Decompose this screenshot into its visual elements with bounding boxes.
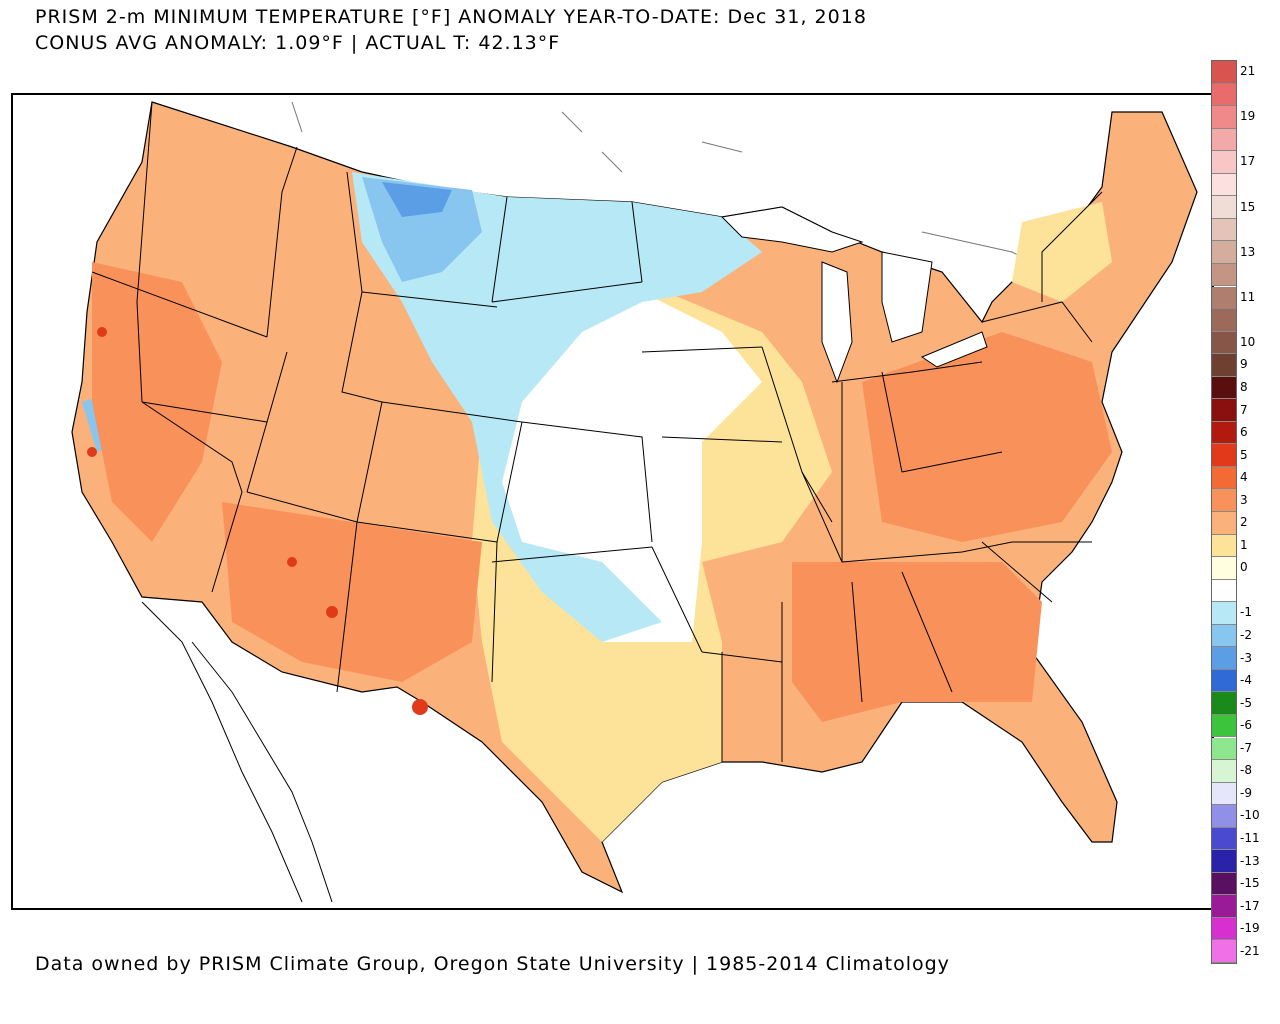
legend-swatch [1212, 106, 1236, 129]
legend-tick-label: -4 [1240, 673, 1252, 688]
legend-tick-label: -17 [1240, 898, 1260, 913]
legend-tick-label: -11 [1240, 830, 1260, 845]
hot-spot-utah [287, 557, 297, 567]
legend-tick-label: -7 [1240, 740, 1252, 755]
legend-swatch [1212, 872, 1236, 896]
legend-swatch [1212, 737, 1236, 761]
legend-tick-label: -2 [1240, 628, 1252, 643]
legend-swatch [1212, 173, 1236, 197]
legend-swatch [1212, 827, 1236, 851]
legend-swatch [1212, 714, 1236, 738]
legend-swatch [1212, 331, 1236, 355]
legend-tick-label: 9 [1240, 357, 1248, 372]
hot-spot-nevada [97, 327, 107, 337]
legend-tick-label: -1 [1240, 605, 1252, 620]
legend-swatch [1212, 579, 1236, 603]
legend-swatch [1212, 241, 1236, 264]
legend-tick-label: 6 [1240, 425, 1248, 440]
legend-swatch [1212, 669, 1236, 693]
map-credit: Data owned by PRISM Climate Group, Orego… [35, 953, 950, 975]
hot-spot-arizona [326, 606, 338, 618]
canada-lakes [291, 101, 1053, 333]
map-title: PRISM 2-m MINIMUM TEMPERATURE [°F] ANOMA… [35, 6, 867, 28]
legend-swatch [1212, 444, 1236, 467]
hot-spot-california [87, 447, 97, 457]
legend-swatch [1212, 782, 1236, 806]
legend-swatch [1212, 128, 1236, 152]
legend-tick-label: -15 [1240, 876, 1260, 891]
lake-superior [720, 206, 864, 253]
legend-tick-label: 19 [1240, 109, 1256, 124]
legend-swatch [1212, 512, 1236, 535]
legend-tick-label: -19 [1240, 921, 1260, 936]
anomaly-minus2-region [362, 177, 482, 282]
anomaly-plus3-southwest [222, 502, 482, 682]
legend-swatch [1212, 895, 1236, 918]
legend-swatch [1212, 557, 1236, 580]
legend-tick-label: -9 [1240, 785, 1252, 800]
legend-swatch [1212, 647, 1236, 670]
legend-swatch [1212, 218, 1236, 242]
legend-swatch [1212, 263, 1236, 287]
legend-tick-label: -6 [1240, 718, 1252, 733]
lake-erie [920, 331, 988, 368]
anomaly-minus3-region [382, 182, 452, 217]
legend-swatch [1212, 534, 1236, 558]
legend-swatch [1212, 151, 1236, 174]
legend-swatch [1212, 805, 1236, 828]
legend-tick-label: 11 [1240, 289, 1256, 304]
legend-swatch [1212, 354, 1236, 377]
legend-swatch [1212, 399, 1236, 422]
map-subtitle: CONUS AVG ANOMALY: 1.09°F | ACTUAL T: 42… [35, 32, 561, 54]
legend-tick-label: 13 [1240, 244, 1256, 259]
legend-swatch [1212, 421, 1236, 445]
legend-tick-label: 8 [1240, 379, 1248, 394]
legend-swatch [1212, 917, 1236, 941]
anomaly-minus1-region [352, 172, 762, 642]
legend-tick-label: 15 [1240, 199, 1256, 214]
legend-tick-label: 10 [1240, 334, 1256, 349]
legend-tick-label: -13 [1240, 853, 1260, 868]
legend-swatch [1212, 692, 1236, 715]
legend-tick-label: 3 [1240, 492, 1248, 507]
legend-tick-label: 5 [1240, 447, 1248, 462]
color-legend [1211, 60, 1237, 964]
legend-tick-label: -21 [1240, 943, 1260, 958]
legend-swatch [1212, 760, 1236, 783]
legend-tick-label: 1 [1240, 537, 1248, 552]
anomaly-plus3-east [862, 332, 1112, 542]
legend-swatch [1212, 602, 1236, 625]
legend-swatch [1212, 83, 1236, 107]
legend-tick-label: -5 [1240, 695, 1252, 710]
legend-tick-label: -8 [1240, 763, 1252, 778]
legend-tick-label: 4 [1240, 470, 1248, 485]
legend-tick-label: -3 [1240, 650, 1252, 665]
legend-swatch [1212, 466, 1236, 490]
lake-michigan [821, 261, 853, 384]
legend-tick-label: 0 [1240, 560, 1248, 575]
legend-swatch [1212, 309, 1236, 332]
legend-swatch [1212, 624, 1236, 648]
legend-swatch [1212, 376, 1236, 400]
hot-spot-big-bend [412, 699, 428, 715]
legend-tick-label: 7 [1240, 402, 1248, 417]
legend-tick-label: 2 [1240, 515, 1248, 530]
anomaly-plus3-west [92, 262, 222, 542]
legend-swatch [1212, 61, 1236, 84]
legend-tick-label: 21 [1240, 64, 1256, 79]
legend-swatch [1212, 196, 1236, 219]
anomaly-plus3-southeast [792, 562, 1042, 722]
legend-swatch [1212, 286, 1236, 310]
anomaly-map [11, 93, 1214, 910]
legend-swatch [1212, 940, 1236, 963]
legend-tick-label: 17 [1240, 154, 1256, 169]
state-boundaries [91, 101, 1103, 762]
anomaly-zero-northeast [1012, 202, 1112, 302]
legend-swatch [1212, 489, 1236, 512]
legend-swatch [1212, 850, 1236, 873]
legend-tick-label: -10 [1240, 808, 1260, 823]
lake-huron [881, 251, 933, 343]
